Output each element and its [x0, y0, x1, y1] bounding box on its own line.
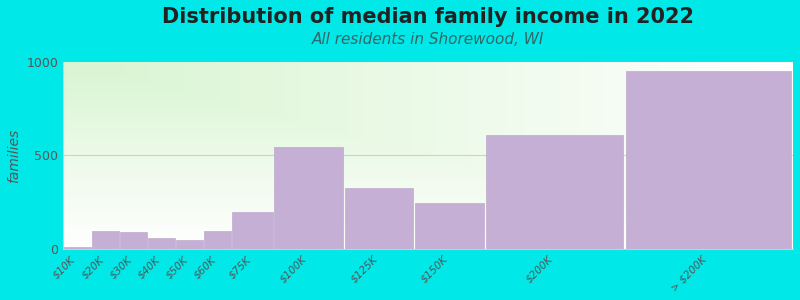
Bar — [120, 232, 147, 249]
Bar — [176, 240, 203, 249]
Bar — [63, 247, 91, 249]
Bar — [148, 238, 175, 249]
Bar — [274, 147, 343, 249]
Bar — [626, 71, 791, 249]
Bar — [232, 212, 274, 249]
Y-axis label: families: families — [7, 128, 21, 183]
Bar — [204, 231, 231, 249]
Bar — [91, 231, 119, 249]
Text: All residents in Shorewood, WI: All residents in Shorewood, WI — [312, 32, 544, 47]
Bar — [486, 135, 623, 249]
Title: Distribution of median family income in 2022: Distribution of median family income in … — [162, 7, 694, 27]
Bar — [345, 188, 414, 249]
Bar — [415, 203, 483, 249]
